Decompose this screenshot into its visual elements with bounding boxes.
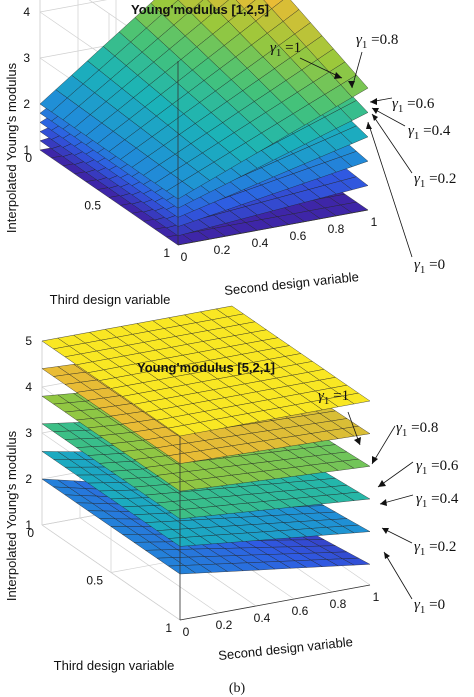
annotation-label: γ1 =0.6 [416, 458, 459, 477]
chart-title: Young'modulus [5,2,1] [137, 360, 275, 375]
y-tick-label: 1 [163, 246, 170, 260]
annotation-leader [367, 121, 413, 258]
surface-cell [340, 100, 369, 121]
z-tick-label: 2 [25, 472, 32, 486]
annotation-arrowhead [384, 552, 390, 559]
y-tick-label: 1 [165, 621, 172, 635]
annotation-leader [371, 113, 413, 174]
surface-cell [340, 74, 369, 98]
axis-line [179, 584, 371, 621]
annotation-arrowhead [372, 108, 379, 114]
annotation-leader [371, 425, 396, 465]
panel-b [41, 305, 414, 621]
chart-title: Young'modulus [1,2,5] [131, 2, 269, 17]
annotation-arrowhead [378, 480, 386, 487]
annotation-label: γ1 =0 [414, 257, 445, 276]
annotation-arrowhead [366, 122, 372, 129]
surface-cell [341, 524, 371, 534]
x-axis-label: Second design variable [224, 269, 360, 298]
y-tick-label: 0 [27, 526, 34, 540]
annotation-arrowhead [370, 98, 377, 105]
surface-cell [341, 557, 371, 566]
y-axis-label: Third design variable [50, 292, 171, 307]
annotation-label: γ1 =0.8 [396, 420, 438, 439]
z-tick-label: 4 [25, 380, 32, 394]
surface-cell [341, 458, 371, 469]
annotation-arrowhead [380, 499, 387, 506]
annotation-arrowhead [372, 456, 378, 464]
surface-cell [340, 151, 369, 167]
y-axis-label: Third design variable [54, 658, 175, 673]
gridline-z-back [39, 0, 108, 13]
x-tick-label: 0 [181, 250, 188, 264]
x-tick-label: 0.2 [216, 618, 233, 632]
surface-gamma-0 [39, 0, 369, 200]
surface-cell [342, 392, 371, 405]
z-axis-label: Interpolated Young's modulus [4, 62, 19, 233]
annotation-label: γ1 =0.2 [414, 171, 456, 190]
y-tick-label: 0.5 [84, 199, 101, 213]
panel-caption: (b) [229, 681, 246, 696]
x-tick-label: 0.6 [292, 604, 309, 618]
annotation-arrowhead [372, 114, 378, 121]
x-tick-label: 0.4 [254, 611, 271, 625]
x-tick-label: 0.4 [252, 236, 269, 250]
x-tick-label: 0.8 [328, 222, 345, 236]
z-axis-label: Interpolated Young's modulus [4, 430, 19, 601]
surface-cell [340, 125, 369, 144]
y-tick-label: 0 [25, 151, 32, 165]
z-tick-label: 3 [25, 426, 32, 440]
surface-cell [340, 176, 369, 191]
z-tick-label: 2 [23, 97, 30, 111]
x-tick-label: 1 [373, 590, 380, 604]
annotation-arrowhead [334, 72, 342, 79]
annotation-label: γ1 =0 [414, 597, 445, 616]
annotation-label: γ1 =0.6 [392, 96, 435, 115]
x-tick-label: 0.8 [330, 597, 347, 611]
z-tick-label: 4 [23, 5, 30, 19]
x-tick-label: 1 [371, 215, 378, 229]
annotation-leader [299, 57, 343, 79]
annotation-leader [383, 551, 413, 600]
annotation-label: γ1 =0.8 [356, 32, 398, 51]
x-axis-label: Second design variable [218, 634, 354, 663]
x-tick-label: 0 [183, 625, 190, 639]
annotation-label: γ1 =1 [270, 40, 301, 59]
annotation-arrowhead [348, 81, 355, 88]
surface-gamma-1 [41, 305, 371, 437]
z-tick-label: 1 [23, 143, 30, 157]
annotation-label: γ1 =0.4 [408, 123, 451, 142]
annotation-label: γ1 =0.4 [416, 491, 459, 510]
surface-cell [341, 491, 371, 501]
surface-cell [342, 425, 371, 437]
panel-a [39, 0, 413, 258]
annotation-arrowhead [382, 528, 389, 534]
annotation-label: γ1 =0.2 [414, 539, 456, 558]
y-tick-label: 0.5 [86, 574, 103, 588]
axis-line [177, 209, 369, 246]
z-tick-label: 1 [25, 518, 32, 532]
x-tick-label: 0.2 [214, 243, 231, 257]
z-tick-label: 5 [25, 334, 32, 348]
annotation-label: γ1 =1 [318, 388, 349, 407]
z-tick-label: 3 [23, 51, 30, 65]
x-tick-label: 0.6 [290, 229, 307, 243]
annotation-arrowhead [354, 437, 361, 445]
